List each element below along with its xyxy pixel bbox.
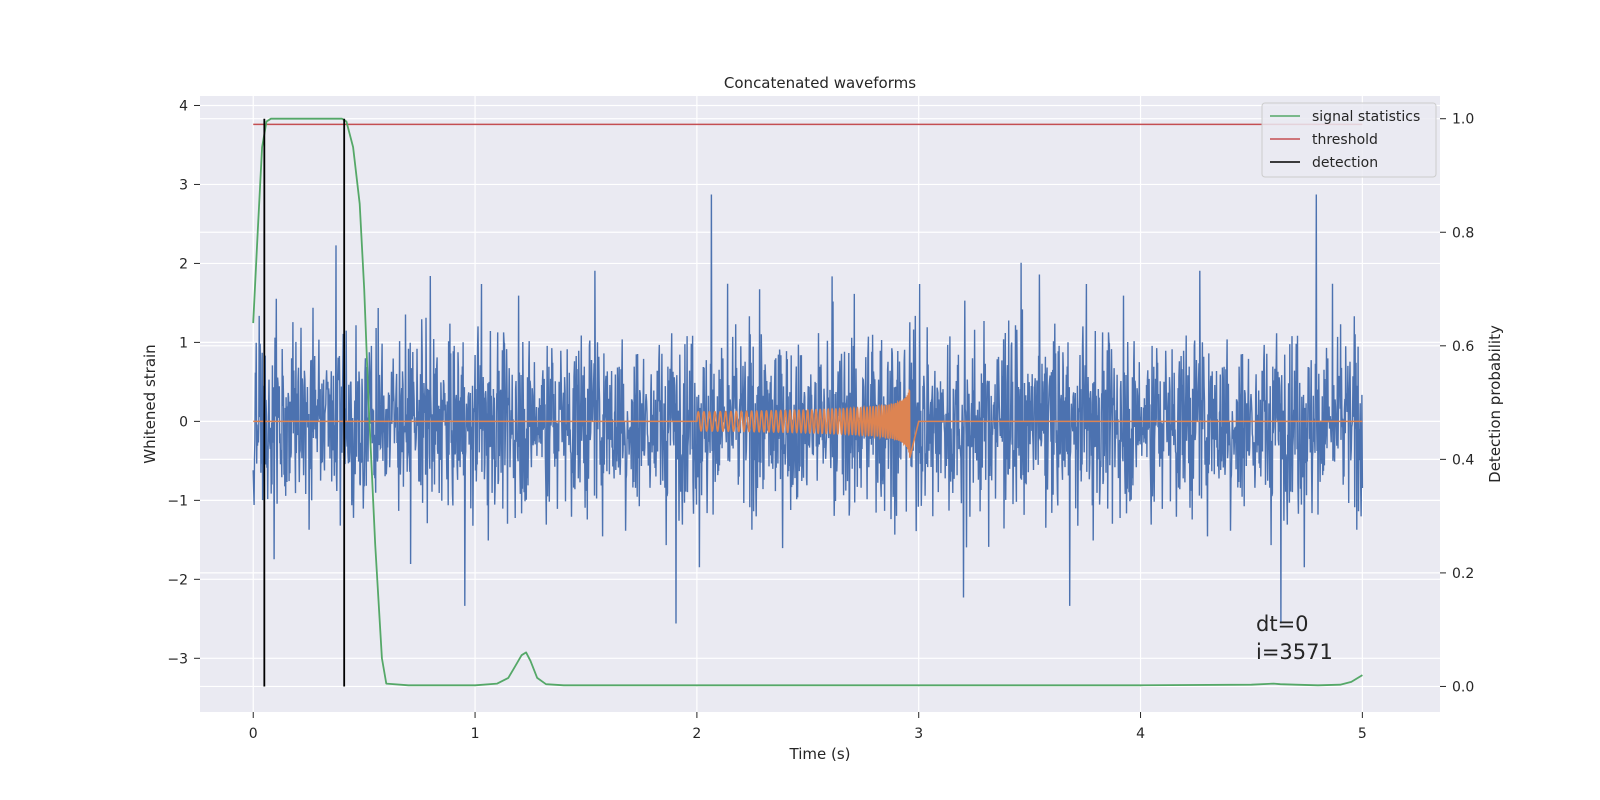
x-tick-label: 1: [471, 726, 480, 742]
axes: 0 1 2 3 4 5 −3 −2 −1 0 1 2 3 4 0.0 0.2 0.4 0.6 0.8 1.0: [167, 98, 1474, 742]
x-tick-label: 3: [914, 726, 923, 742]
annotation-dt: dt=0: [1256, 612, 1309, 636]
plot-lines: [252, 117, 1364, 687]
y-right-tick-label: 1.0: [1452, 112, 1474, 128]
y-right-tick-label: 0.4: [1452, 452, 1474, 468]
x-tick-label: 5: [1358, 726, 1367, 742]
y-left-tick-label: 2: [179, 256, 188, 272]
y-axis-label-right: Detection probability: [1486, 325, 1504, 483]
y-left-tick-label: 3: [179, 177, 188, 193]
y-left-tick-label: 0: [179, 414, 188, 430]
legend-label-detection: detection: [1312, 155, 1378, 171]
y-right-tick-label: 0.8: [1452, 225, 1474, 241]
y-right-tick-label: 0.2: [1452, 566, 1474, 582]
legend-box: [1261, 102, 1437, 178]
y-left-tick-label: 4: [179, 98, 188, 114]
legend-label-signal-statistics: signal statistics: [1312, 109, 1420, 125]
chart-title: Concatenated waveforms: [724, 74, 916, 92]
y-axis-label-left: Whitened strain: [141, 344, 159, 463]
y-left-tick-label: 1: [179, 335, 188, 351]
y-left-tick-label: −1: [167, 493, 188, 509]
y-right-tick-label: 0.0: [1452, 679, 1474, 695]
x-axis-label: Time (s): [789, 745, 851, 763]
signal-statistics-line: [252, 117, 1363, 687]
y-left-tick-label: −3: [167, 651, 188, 667]
template-series-line: [253, 388, 1363, 458]
y-right-tick-label: 0.6: [1452, 339, 1474, 355]
x-tick-label: 0: [249, 726, 258, 742]
x-tick-label: 4: [1136, 726, 1145, 742]
annotation-index: i=3571: [1256, 640, 1333, 664]
legend: signal statistics threshold detection: [1261, 102, 1437, 178]
y-left-tick-label: −2: [167, 572, 188, 588]
legend-label-threshold: threshold: [1312, 132, 1378, 148]
x-tick-label: 2: [692, 726, 701, 742]
